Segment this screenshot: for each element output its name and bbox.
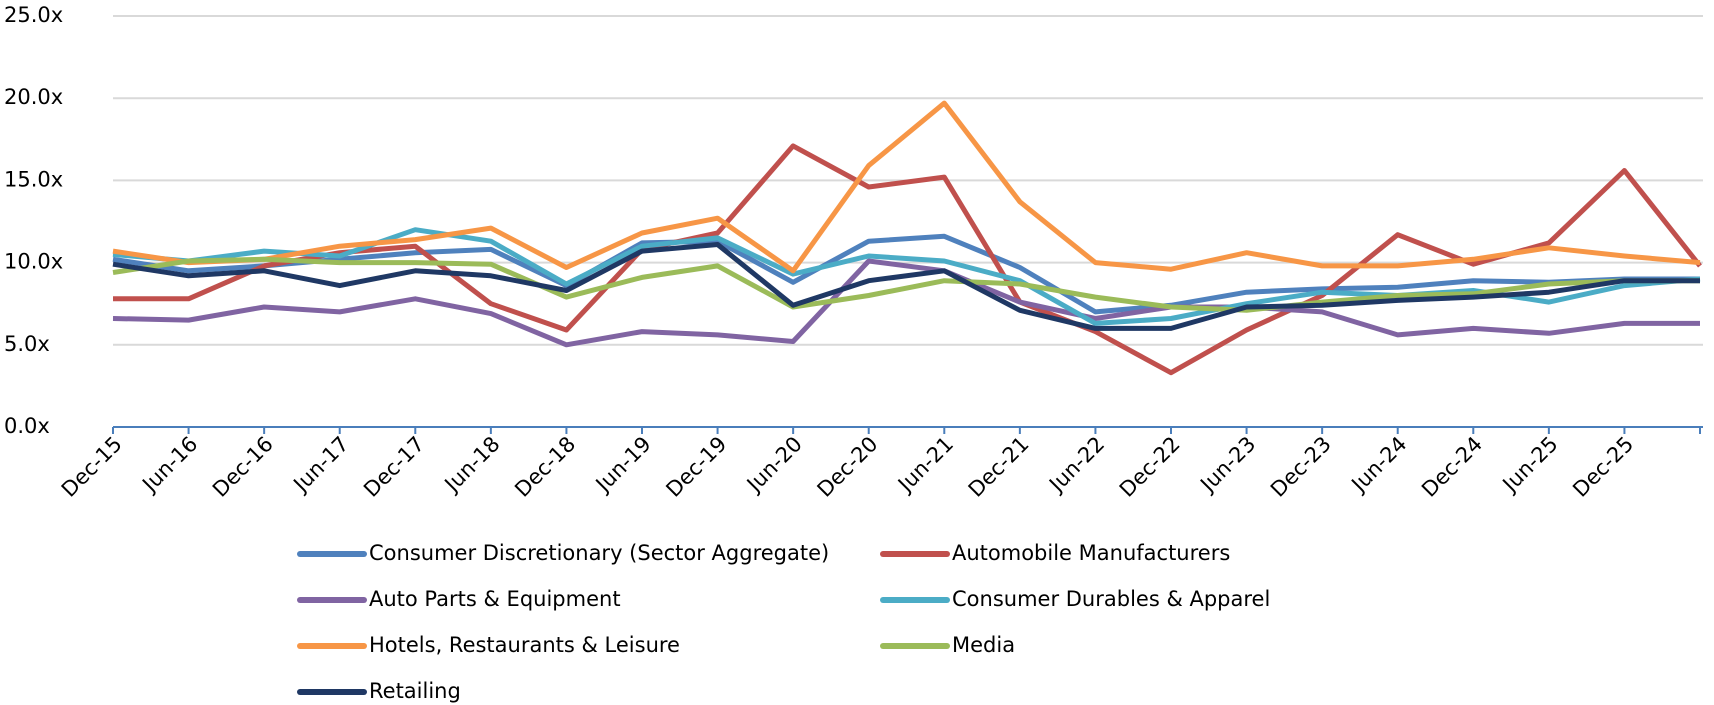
legend-label: Consumer Discretionary (Sector Aggregate… [369, 541, 829, 565]
x-tick-label: Jun-23 [1195, 432, 1261, 498]
x-tick-label: Jun-21 [892, 432, 958, 498]
y-tick-label: 0.0x [4, 414, 50, 438]
legend-label: Retailing [369, 679, 461, 703]
x-tick-label: Jun-22 [1043, 432, 1109, 498]
x-tick-label: Dec-16 [208, 432, 278, 502]
series-line [113, 143, 1702, 376]
x-tick-label: Jun-18 [439, 432, 505, 498]
x-tick-label: Jun-20 [741, 432, 807, 498]
x-tick-label: Dec-17 [359, 432, 429, 502]
x-tick-label: Dec-20 [813, 432, 883, 502]
legend-label: Auto Parts & Equipment [369, 587, 621, 611]
legend-label: Consumer Durables & Apparel [952, 587, 1270, 611]
x-tick-label: Dec-25 [1568, 432, 1638, 502]
x-tick-label: Jun-24 [1346, 432, 1412, 498]
series-line [112, 242, 1700, 331]
series-line [112, 100, 1701, 274]
series-line [112, 233, 1700, 315]
y-tick-label: 15.0x [4, 167, 63, 191]
y-tick-label: 10.0x [4, 250, 63, 274]
series-line [112, 256, 1700, 313]
legend-label: Automobile Manufacturers [952, 541, 1230, 565]
x-tick-label: Dec-19 [661, 432, 731, 502]
series-line [112, 258, 1700, 348]
legend-label: Media [952, 633, 1015, 657]
y-tick-label: 20.0x [4, 85, 63, 109]
x-tick-label: Dec-23 [1266, 432, 1336, 502]
legend-label: Hotels, Restaurants & Leisure [369, 633, 680, 657]
x-tick-label: Dec-24 [1417, 432, 1487, 502]
x-tick-label: Jun-16 [137, 432, 203, 498]
y-tick-label: 25.0x [4, 3, 63, 27]
x-tick-label: Jun-19 [590, 432, 656, 498]
x-tick-label: Dec-22 [1115, 432, 1185, 502]
x-tick-label: Dec-21 [964, 432, 1034, 502]
x-tick-label: Jun-17 [288, 432, 354, 498]
y-tick-label: 5.0x [4, 332, 50, 356]
x-tick-label: Dec-18 [510, 432, 580, 502]
x-tick-label: Dec-15 [57, 432, 127, 502]
x-tick-label: Jun-25 [1497, 432, 1563, 498]
